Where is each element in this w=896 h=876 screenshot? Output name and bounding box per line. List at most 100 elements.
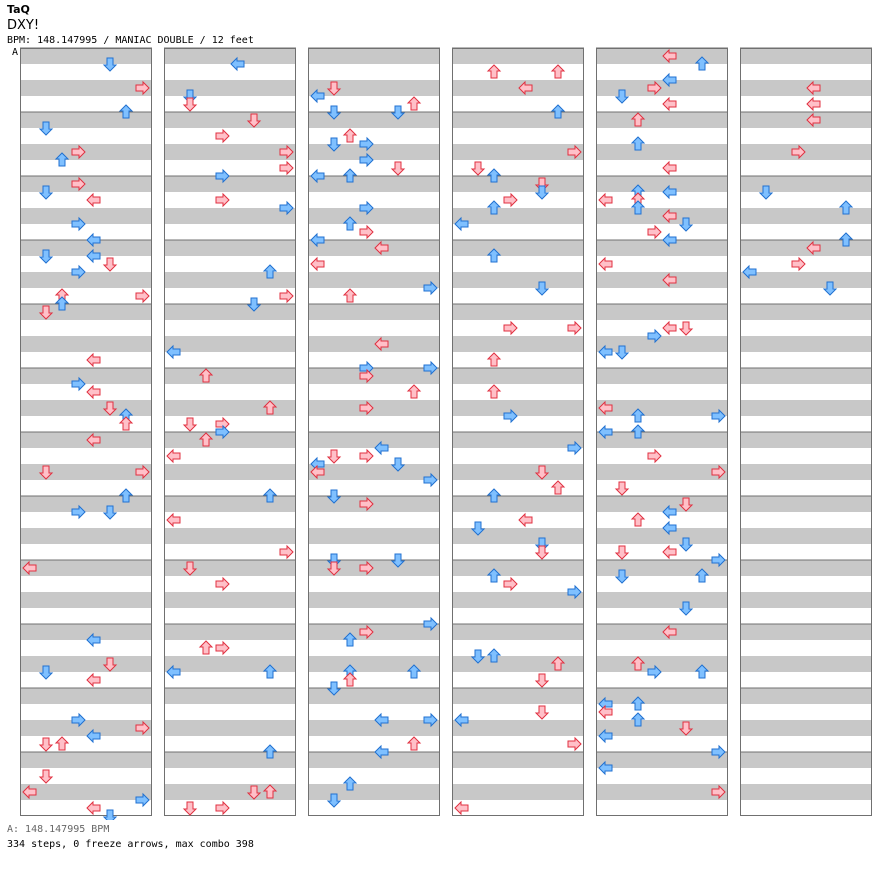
step-arrow (279, 544, 294, 560)
beat-stripe (740, 208, 872, 224)
beat-stripe (308, 240, 440, 256)
beat-stripe (20, 544, 152, 560)
beat-stripe (20, 720, 152, 736)
beat-stripe (164, 496, 296, 512)
step-arrow (711, 784, 726, 800)
beat-stripe (740, 624, 872, 640)
beat-stripe (596, 160, 728, 176)
beat-stripe (740, 416, 872, 432)
beat-stripe (20, 608, 152, 624)
beat-stripe (740, 512, 872, 528)
beat-stripe (740, 672, 872, 688)
step-arrow (647, 328, 662, 344)
beat-stripe (164, 176, 296, 192)
step-arrow (598, 704, 613, 720)
step-arrow (838, 232, 854, 247)
beat-stripe (452, 336, 584, 352)
step-arrow (359, 400, 374, 416)
beat-stripe (452, 480, 584, 496)
beat-stripe (20, 800, 152, 816)
beat-stripe (452, 432, 584, 448)
beat-stripe (452, 256, 584, 272)
step-arrow (342, 168, 358, 183)
beat-stripe (740, 256, 872, 272)
beat-stripe (452, 512, 584, 528)
beat-stripe (308, 624, 440, 640)
beat-stripe (308, 704, 440, 720)
beat-stripe (20, 656, 152, 672)
step-arrow (118, 416, 134, 431)
beat-stripe (596, 144, 728, 160)
step-arrow (182, 561, 198, 576)
beat-stripe (452, 560, 584, 576)
beat-stripe (596, 320, 728, 336)
step-arrow (614, 481, 630, 496)
beat-stripe (740, 720, 872, 736)
beat-stripe (164, 160, 296, 176)
chart-column (740, 47, 872, 816)
beat-stripe (740, 272, 872, 288)
beat-stripe (20, 400, 152, 416)
beat-stripe (308, 432, 440, 448)
chart-column (20, 47, 152, 816)
beat-stripe (740, 784, 872, 800)
beat-stripe (164, 224, 296, 240)
step-arrow (86, 728, 101, 744)
beat-stripe (452, 464, 584, 480)
step-arrow (503, 576, 518, 592)
beat-stripe (20, 304, 152, 320)
step-arrow (486, 168, 502, 183)
step-arrow (647, 664, 662, 680)
step-arrow (678, 321, 694, 336)
step-arrow (135, 464, 150, 480)
beat-stripe (164, 384, 296, 400)
beat-stripe (596, 304, 728, 320)
step-arrow (86, 632, 101, 648)
step-arrow (262, 264, 278, 279)
beat-stripe (20, 560, 152, 576)
step-arrow (423, 616, 438, 632)
step-arrow (503, 192, 518, 208)
beat-stripe (452, 288, 584, 304)
column-border (20, 48, 152, 816)
beat-stripe (596, 336, 728, 352)
step-arrow (470, 161, 486, 176)
beat-stripe (740, 96, 872, 112)
beat-stripe (596, 352, 728, 368)
beat-stripe (596, 640, 728, 656)
step-arrow (102, 809, 118, 820)
beat-stripe (740, 336, 872, 352)
beat-stripe (20, 336, 152, 352)
step-arrow (598, 424, 613, 440)
beat-stripe (452, 448, 584, 464)
beat-stripe (596, 704, 728, 720)
step-arrow (118, 104, 134, 119)
beat-stripe (596, 64, 728, 80)
beat-stripe (740, 496, 872, 512)
beat-stripe (308, 720, 440, 736)
step-arrow (518, 512, 533, 528)
beat-stripe (740, 752, 872, 768)
beat-stripe (452, 592, 584, 608)
beat-stripe (596, 736, 728, 752)
step-arrow (326, 449, 342, 464)
beat-stripe (164, 464, 296, 480)
step-arrow (342, 216, 358, 231)
step-arrow (166, 344, 181, 360)
beat-stripe (20, 464, 152, 480)
step-arrow (662, 520, 677, 536)
beat-stripe (452, 128, 584, 144)
beat-stripe (20, 288, 152, 304)
beat-stripe (596, 800, 728, 816)
step-arrow (567, 736, 582, 752)
beat-stripe (164, 400, 296, 416)
beat-stripe (164, 512, 296, 528)
beat-stripe (308, 384, 440, 400)
step-arrow (662, 184, 677, 200)
step-arrow (359, 152, 374, 168)
step-arrow (470, 649, 486, 664)
step-chart (20, 47, 872, 820)
step-arrow (102, 657, 118, 672)
step-arrow (486, 200, 502, 215)
step-arrow (614, 345, 630, 360)
